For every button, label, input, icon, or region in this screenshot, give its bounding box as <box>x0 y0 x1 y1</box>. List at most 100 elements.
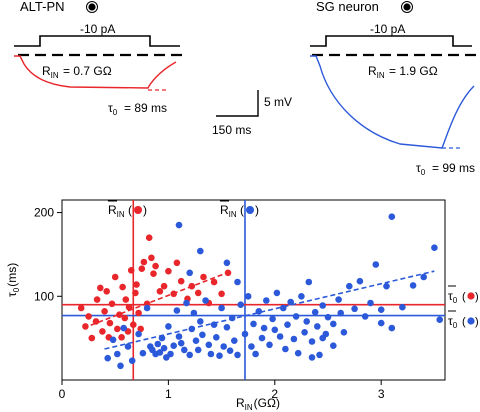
y-axis-label: τ0(ms) <box>5 263 21 297</box>
point-alt-pn <box>122 296 130 303</box>
point-sg-neuron <box>409 282 417 289</box>
point-sg-neuron <box>319 334 327 342</box>
point-sg-neuron <box>170 342 177 350</box>
point-sg-neuron <box>269 315 276 323</box>
point-sg-neuron <box>202 297 209 304</box>
point-sg-neuron <box>241 330 249 338</box>
point-sg-neuron <box>156 349 164 356</box>
alt-pn-rin-symbol: RIN <box>42 64 59 80</box>
point-alt-pn <box>218 290 225 298</box>
point-sg-neuron <box>199 331 206 339</box>
point-alt-pn <box>118 334 125 341</box>
scale-bar-voltage: 5 mV <box>264 95 292 109</box>
point-sg-neuron <box>383 282 390 290</box>
svg-text:(: ( <box>240 203 244 217</box>
point-sg-neuron <box>128 357 136 365</box>
point-alt-pn <box>88 334 96 342</box>
point-sg-neuron <box>114 350 121 358</box>
point-sg-neuron <box>330 320 337 328</box>
point-sg-neuron <box>205 341 213 349</box>
x-tick-label: 3 <box>378 387 385 401</box>
sg-neuron-panel: SG neuron -10 pA RIN = 1.9 GΩ τ0 = 99 ms <box>310 0 476 177</box>
point-alt-pn <box>132 289 139 297</box>
point-alt-pn <box>194 289 202 297</box>
point-sg-neuron <box>436 316 444 324</box>
point-sg-neuron <box>292 313 300 320</box>
sg-neuron-tau-value: = 99 ms <box>432 161 475 175</box>
point-alt-pn <box>135 309 142 317</box>
sg-neuron-legend-dot <box>403 3 411 11</box>
regression-line-alt-pn <box>82 272 228 329</box>
svg-text:): ) <box>475 316 479 328</box>
annotation-red-dot <box>467 292 475 300</box>
point-sg-neuron <box>361 313 369 320</box>
point-alt-pn <box>85 313 92 320</box>
scale-bar-lines <box>216 90 259 117</box>
point-sg-neuron <box>197 247 204 255</box>
alt-pn-legend-dot <box>88 3 96 11</box>
point-sg-neuron <box>290 335 298 343</box>
annotation-mean-tau-alt: τ0 ( ) <box>448 285 479 305</box>
point-alt-pn <box>200 273 207 281</box>
sg-neuron-title: SG neuron <box>316 0 379 14</box>
svg-text:): ) <box>143 203 147 217</box>
point-sg-neuron <box>186 351 193 359</box>
point-alt-pn <box>93 296 101 303</box>
point-sg-neuron <box>231 337 238 345</box>
point-sg-neuron <box>223 259 231 267</box>
point-sg-neuron <box>372 261 380 268</box>
point-sg-neuron <box>377 306 385 314</box>
point-sg-neuron <box>298 293 305 300</box>
regression-line-sg-neuron <box>104 270 435 350</box>
point-sg-neuron <box>308 338 316 345</box>
point-sg-neuron <box>250 320 257 328</box>
point-sg-neuron <box>330 342 337 350</box>
x-tick-label: 1 <box>165 387 172 401</box>
point-alt-pn <box>152 262 159 270</box>
point-sg-neuron <box>173 307 181 314</box>
point-sg-neuron <box>287 298 295 306</box>
point-sg-neuron <box>135 330 142 338</box>
point-alt-pn <box>103 288 110 295</box>
point-sg-neuron <box>226 347 234 355</box>
point-sg-neuron <box>197 318 204 325</box>
point-sg-neuron <box>234 351 241 359</box>
annotation-mean-tau-sg: τ0 ( ) <box>448 310 479 330</box>
point-alt-pn <box>148 254 155 262</box>
point-alt-pn <box>137 325 144 333</box>
point-sg-neuron <box>228 314 236 322</box>
point-sg-neuron <box>213 334 220 341</box>
svg-text:(: ( <box>462 316 466 328</box>
svg-text:): ) <box>255 203 259 217</box>
annotation-red-dot <box>134 206 142 214</box>
point-sg-neuron <box>431 244 438 251</box>
point-alt-pn <box>101 308 108 315</box>
regression-lines <box>82 270 435 350</box>
point-alt-pn <box>150 270 157 278</box>
sg-neuron-voltage-trace <box>310 55 475 149</box>
point-sg-neuron <box>207 350 215 358</box>
point-sg-neuron <box>117 362 124 370</box>
plot-frame <box>61 199 446 381</box>
x-tick-label: 2 <box>271 387 278 401</box>
point-sg-neuron <box>420 273 428 281</box>
point-sg-neuron <box>216 352 223 360</box>
point-alt-pn <box>125 303 133 311</box>
point-sg-neuron <box>346 282 353 290</box>
point-sg-neuron <box>248 343 255 350</box>
point-sg-neuron <box>356 277 364 285</box>
alt-pn-tau-symbol: τ0 <box>108 101 118 117</box>
annotation-blue-dot <box>246 206 254 214</box>
point-sg-neuron <box>324 313 332 321</box>
point-alt-pn <box>106 319 114 327</box>
scatter-plot: 0 1 2 3 200 100 τ0(ms) RIN(GΩ) RIN ( ) RIN ( … <box>5 199 479 412</box>
alt-pn-current-step <box>14 35 180 47</box>
point-sg-neuron <box>234 278 241 286</box>
point-sg-neuron <box>244 293 252 300</box>
point-alt-pn <box>114 325 121 333</box>
point-alt-pn <box>111 273 119 281</box>
point-sg-neuron <box>266 341 273 349</box>
annotation-blue-dot <box>467 317 475 325</box>
point-alt-pn <box>77 304 85 312</box>
svg-text:τ0: τ0 <box>448 289 458 305</box>
